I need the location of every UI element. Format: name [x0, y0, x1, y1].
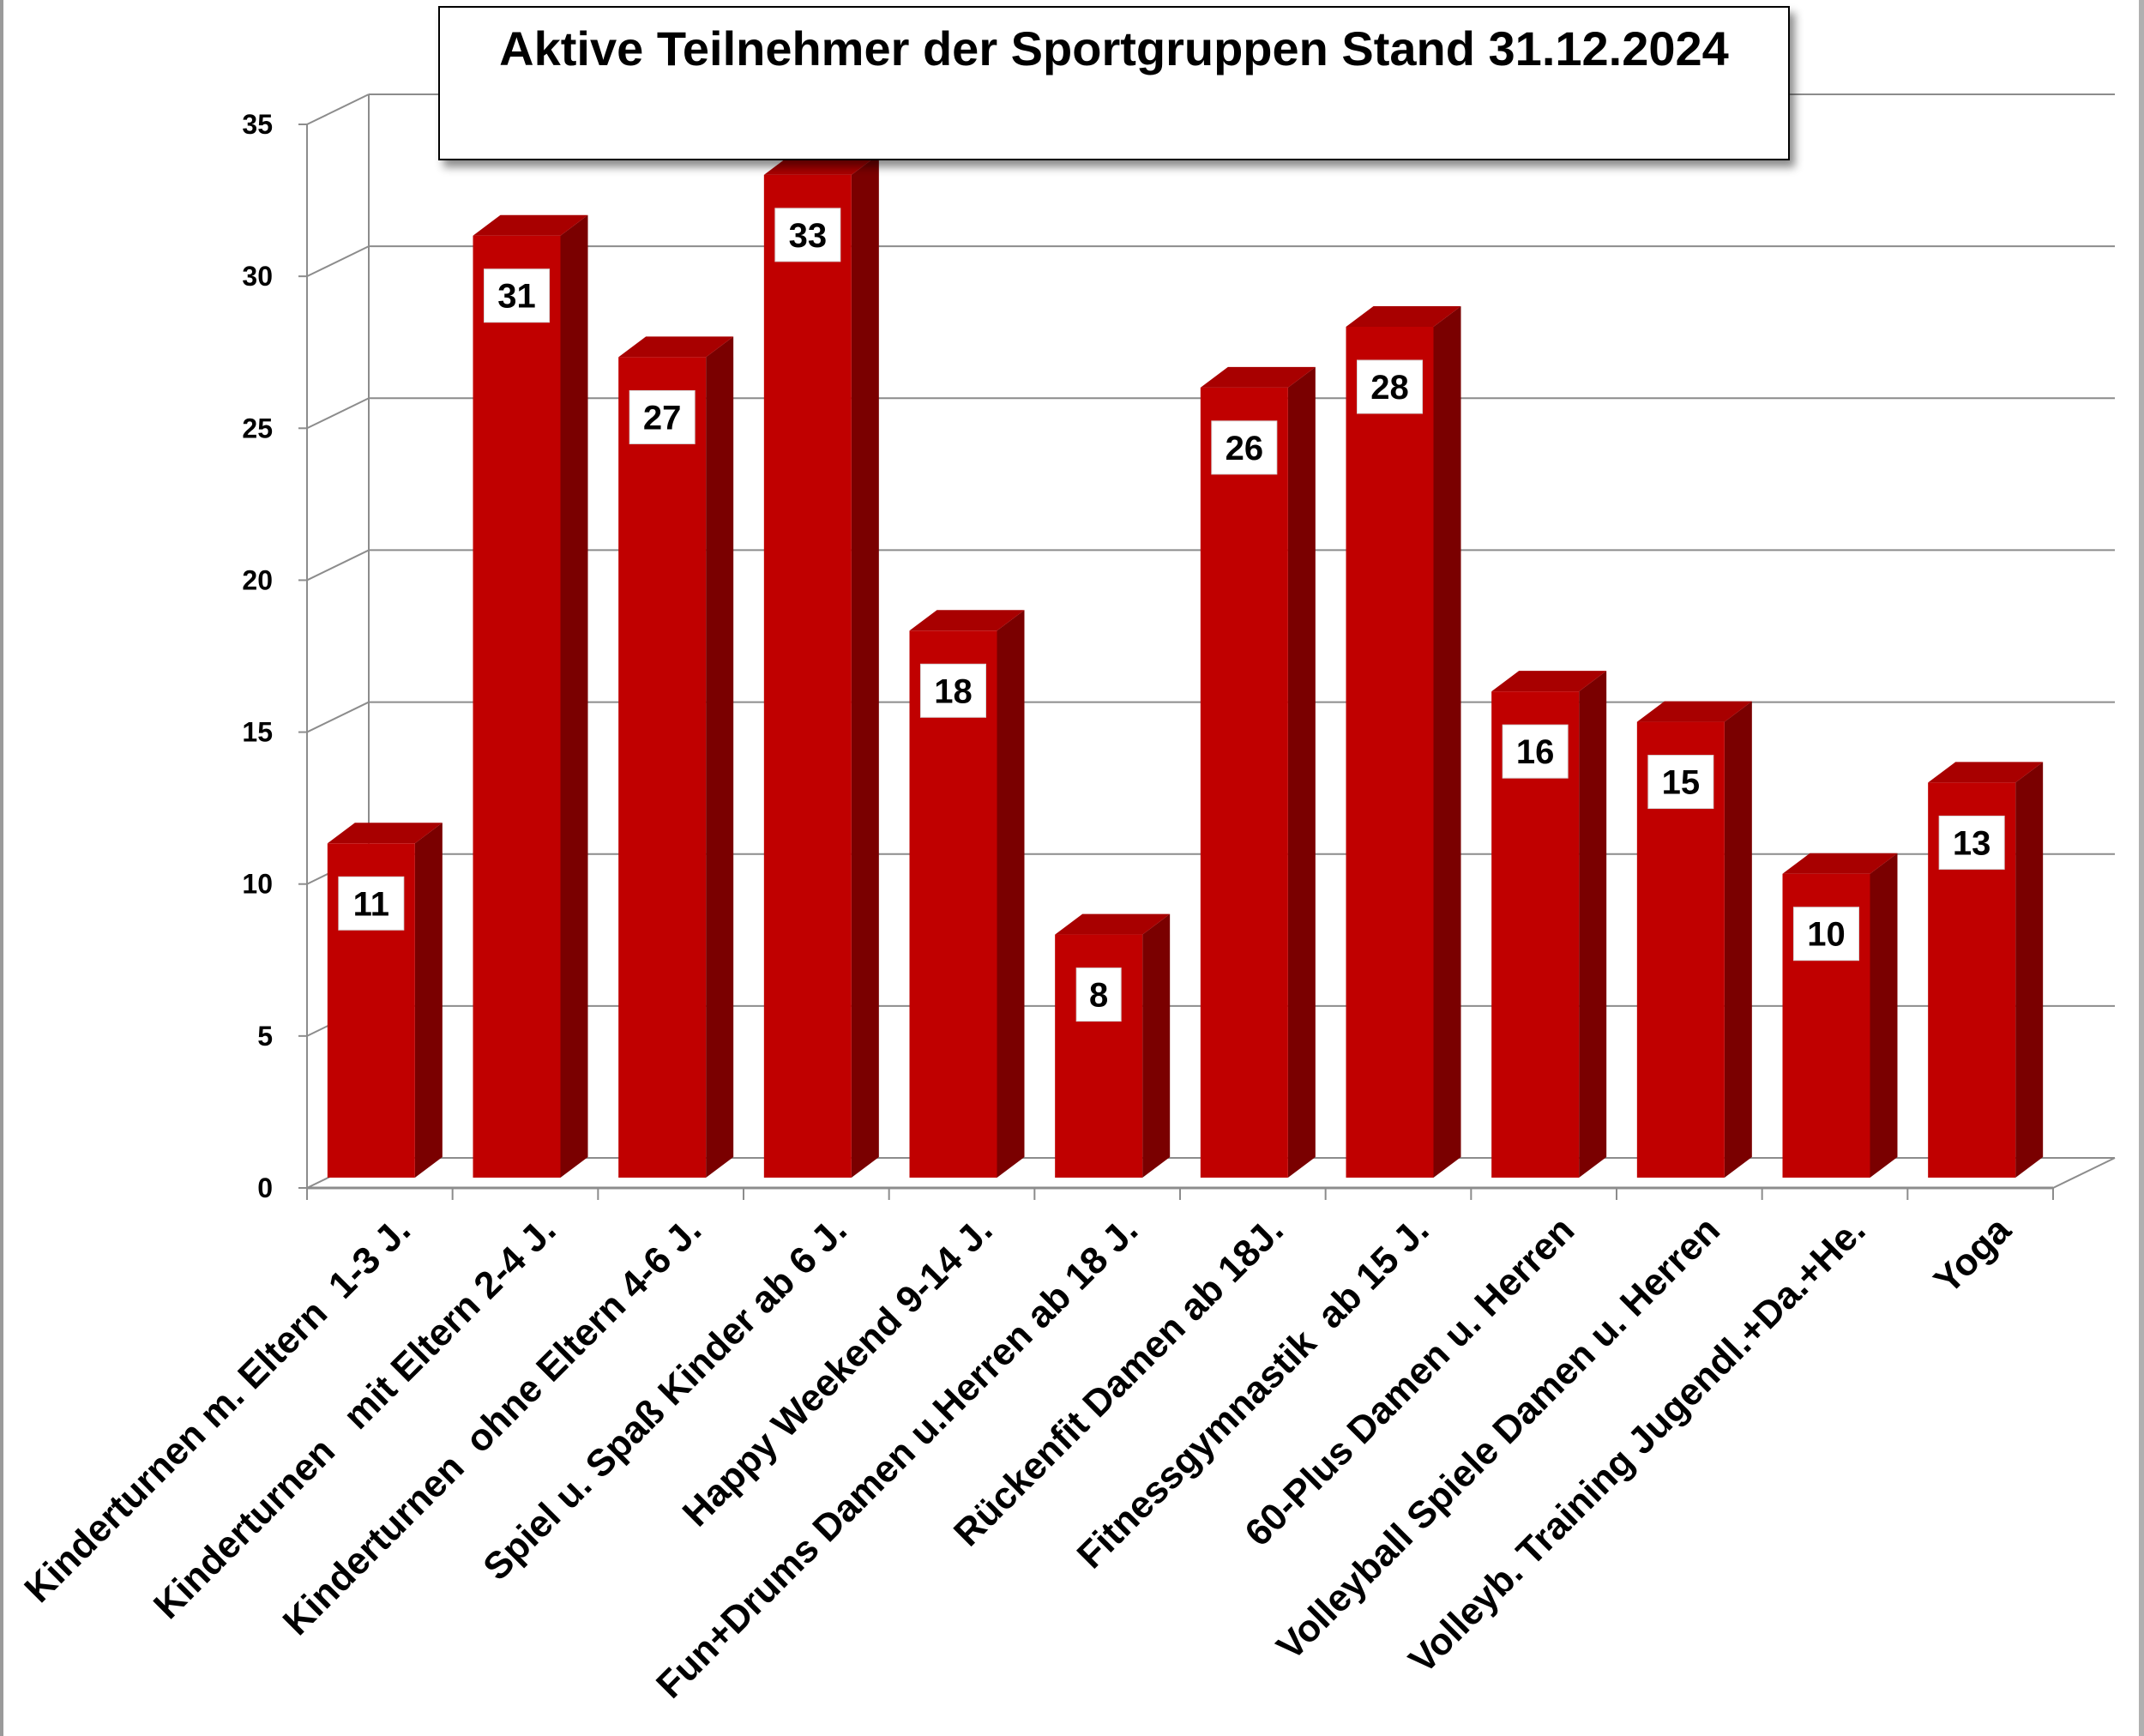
bar-front: [909, 630, 997, 1178]
y-tick-label: 20: [242, 564, 273, 595]
bar-front: [763, 174, 852, 1178]
bar-8: 16: [1491, 671, 1607, 1178]
bar-side: [1142, 913, 1171, 1178]
bars: 11 31 27 33 18 8 26 28 16 15 10 13: [327, 154, 2044, 1178]
bar-5: 8: [1055, 913, 1171, 1178]
bar-side: [1870, 853, 1898, 1178]
gridline-depth-7: [306, 93, 370, 125]
title-box: Aktive Teilnehmer der Sportgruppen Stand…: [438, 6, 1790, 160]
bar-10: 10: [1782, 853, 1898, 1178]
bar-front: [473, 235, 561, 1178]
right-border: [2139, 0, 2144, 1736]
data-label: 26: [1226, 430, 1264, 467]
y-tick-label: 15: [242, 717, 273, 748]
data-label-box: [1357, 359, 1423, 414]
bar-4: 18: [909, 610, 1025, 1178]
bar-6: 26: [1200, 366, 1316, 1178]
data-label-box: [338, 876, 405, 931]
bar-front: [1346, 327, 1434, 1178]
bar-side: [1579, 671, 1607, 1178]
bar-front: [1200, 387, 1288, 1178]
data-label-box: [774, 208, 841, 262]
bar-2: 27: [618, 336, 734, 1178]
title-frame: [438, 6, 1790, 160]
bar-top: [473, 214, 588, 236]
data-label: 28: [1370, 369, 1409, 407]
bar-side: [560, 214, 588, 1178]
y-tick-labels: 0 5 10 15 20 25 30 35: [242, 109, 273, 1203]
bar-3: 33: [763, 154, 879, 1178]
data-label: 13: [1953, 824, 1991, 862]
gridline-depth-5: [306, 397, 370, 430]
floor-right-edge: [2052, 1157, 2116, 1189]
bar-side: [706, 336, 734, 1178]
bar-9: 15: [1636, 701, 1752, 1178]
bar-11: 13: [1928, 762, 2044, 1178]
left-border: [0, 0, 3, 1736]
bar-top: [1782, 853, 1898, 874]
data-label-box: [484, 268, 550, 323]
bar-side: [2015, 762, 2044, 1178]
bar-7: 28: [1346, 306, 1461, 1178]
data-label: 10: [1807, 916, 1846, 954]
data-label-box: [1075, 967, 1122, 1022]
data-label: 16: [1516, 733, 1555, 771]
bar-1: 31: [473, 214, 588, 1178]
bar-top: [1636, 701, 1752, 722]
bar-0: 11: [327, 823, 443, 1178]
data-label: 31: [497, 278, 536, 316]
bar-side: [1433, 306, 1461, 1178]
gridline-depth-4: [306, 549, 370, 582]
data-label-box: [1211, 420, 1278, 475]
bar-top: [1055, 913, 1171, 935]
y-tick-label: 35: [242, 109, 273, 140]
bar-top: [1200, 366, 1316, 388]
data-label: 33: [789, 217, 828, 255]
bar-side: [851, 154, 879, 1178]
bar-side: [1287, 366, 1316, 1178]
y-tick-label: 0: [257, 1172, 273, 1203]
chart-title: Aktive Teilnehmer der Sportgruppen Stand…: [499, 21, 1729, 75]
data-label-box: [1647, 755, 1714, 810]
y-tick-label: 25: [242, 413, 273, 443]
bar-top: [1346, 306, 1461, 327]
data-label-box: [920, 663, 986, 718]
y-tick-label: 10: [242, 869, 273, 900]
data-label: 27: [643, 399, 682, 437]
bar-side: [414, 823, 443, 1178]
y-tick-label: 5: [257, 1021, 273, 1052]
bar-top: [1928, 762, 2044, 783]
bar-top: [327, 823, 443, 844]
bar-front: [618, 357, 707, 1178]
data-label: 18: [934, 672, 973, 710]
data-label: 11: [353, 885, 389, 923]
gridline-depth-6: [306, 245, 370, 278]
gridline-depth-3: [306, 701, 370, 733]
bar-top: [909, 610, 1025, 631]
data-label: 15: [1662, 764, 1701, 802]
data-label: 8: [1089, 977, 1108, 1015]
bar-top: [1491, 671, 1607, 692]
data-label-box: [629, 389, 696, 444]
bar-side: [997, 610, 1025, 1178]
data-label-box: [1793, 907, 1859, 961]
data-label-box: [1502, 724, 1569, 779]
y-tick-label: 30: [242, 261, 273, 292]
bar-side: [1724, 701, 1752, 1178]
data-label-box: [1938, 815, 2005, 870]
bar-top: [618, 336, 734, 358]
